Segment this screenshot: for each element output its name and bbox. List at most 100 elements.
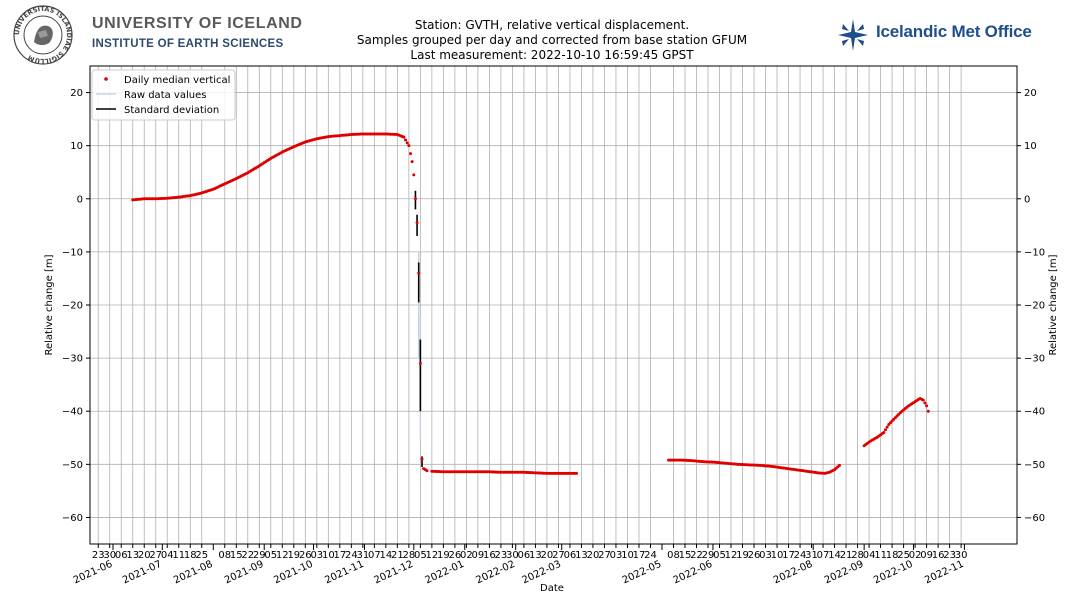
y-tick-label-left: −20 — [62, 301, 83, 312]
x-day-tick-label: 20 — [138, 550, 151, 561]
y-axis-right: 20 10 0 −10 −20 −30 −40 −50 −60 — [1017, 88, 1045, 524]
median-point — [882, 430, 886, 434]
x-day-tick-label: 22 — [241, 550, 254, 561]
x-day-tick-label: 08 — [218, 550, 231, 561]
y-tick-label-right: −50 — [1024, 460, 1045, 471]
median-point — [926, 409, 930, 413]
x-day-tick-label: 15 — [679, 550, 692, 561]
x-day-tick-label: 28 — [402, 550, 415, 561]
x-day-tick-label: 26 — [748, 550, 761, 561]
x-day-tick-label: 20 — [587, 550, 600, 561]
legend-entry-std: Standard deviation — [124, 105, 219, 116]
y-tick-label-left: 10 — [70, 141, 83, 152]
median-point — [921, 398, 925, 402]
x-day-tick-label: 11 — [874, 550, 887, 561]
y-tick-label-right: −10 — [1024, 247, 1045, 258]
x-day-tick-label: 26 — [449, 550, 462, 561]
x-day-tick-label: 16 — [932, 550, 945, 561]
y-tick-label-left: −60 — [62, 513, 83, 524]
y-axis-left: 20 10 0 −10 −20 −30 −40 −50 −60 — [62, 88, 90, 524]
median-point — [837, 463, 841, 467]
legend-entry-raw: Raw data values — [124, 90, 206, 101]
x-day-tick-label: 15 — [230, 550, 243, 561]
x-day-tick-label: 21 — [391, 550, 404, 561]
median-point — [412, 173, 416, 177]
x-day-tick-label: 30 — [955, 550, 968, 561]
x-axis-label: Date — [540, 583, 564, 594]
x-day-tick-label: 05 — [414, 550, 427, 561]
x-day-tick-label: 17 — [333, 550, 346, 561]
y-axis-label-right: Relative change [m] — [1048, 254, 1059, 355]
median-point — [885, 425, 889, 429]
x-month-tick-label: 2022-11 — [923, 559, 966, 587]
x-month-tick-label: 2021-11 — [323, 559, 366, 587]
x-day-tick-label: 07 — [368, 550, 381, 561]
x-day-tick-label: 03 — [759, 550, 772, 561]
median-point — [413, 197, 417, 201]
x-day-tick-label: 10 — [621, 550, 634, 561]
legend-box — [91, 69, 236, 121]
y-tick-label-left: −50 — [62, 460, 83, 471]
y-tick-label-right: −30 — [1024, 354, 1045, 365]
x-day-tick-label: 06 — [518, 550, 531, 561]
median-point — [409, 152, 413, 156]
x-day-tick-label: 17 — [782, 550, 795, 561]
x-day-tick-label: 27 — [552, 550, 565, 561]
x-month-tick-label: 2022-10 — [872, 559, 915, 587]
x-day-tick-label: 24 — [345, 550, 358, 561]
x-month-tick-label: 2022-09 — [823, 559, 866, 587]
y-tick-label-right: 20 — [1024, 88, 1037, 99]
x-day-tick-label: 27 — [598, 550, 611, 561]
x-day-tick-label: 25 — [195, 550, 208, 561]
median-point — [925, 404, 929, 408]
title-line-samples: Samples grouped per day and corrected fr… — [356, 33, 748, 47]
x-day-tick-label: 09 — [920, 550, 933, 561]
x-day-tick-label: 19 — [437, 550, 450, 561]
x-day-tick-label: 04 — [863, 550, 876, 561]
x-day-tick-label: 10 — [322, 550, 335, 561]
met-office-name: Icelandic Met Office — [876, 22, 1032, 41]
x-day-tick-label: 13 — [575, 550, 588, 561]
x-day-tick-label: 02 — [460, 550, 473, 561]
x-month-tick-label: 2022-05 — [621, 559, 664, 587]
x-day-tick-label: 21 — [840, 550, 853, 561]
y-tick-label-right: −40 — [1024, 407, 1045, 418]
x-day-tick-label: 12 — [725, 550, 738, 561]
x-day-tick-label: 31 — [356, 550, 369, 561]
legend: Daily median vertical Raw data values St… — [91, 69, 236, 121]
x-day-tick-label: 03 — [610, 550, 623, 561]
x-day-tick-label: 27 — [149, 550, 162, 561]
median-point — [404, 138, 408, 142]
median-point — [417, 271, 421, 275]
median-point — [884, 428, 888, 432]
chart-title: Station: GVTH, relative vertical displac… — [300, 18, 804, 63]
legend-marker-median — [104, 77, 108, 81]
title-line-last-measurement: Last measurement: 2022-10-10 16:59:45 GP… — [410, 48, 694, 62]
x-day-tick-label: 04 — [161, 550, 174, 561]
x-day-tick-label: 02 — [909, 550, 922, 561]
x-day-tick-label: 14 — [379, 550, 392, 561]
x-day-tick-label: 05 — [713, 550, 726, 561]
x-day-tick-label: 08 — [667, 550, 680, 561]
x-day-tick-label: 26 — [299, 550, 312, 561]
x-day-tick-label: 18 — [184, 550, 197, 561]
x-day-tick-label: 25 — [897, 550, 910, 561]
x-day-tick-label: 31 — [805, 550, 818, 561]
x-day-tick-label: 09 — [472, 550, 485, 561]
y-tick-label-left: 20 — [70, 88, 83, 99]
x-day-tick-label: 12 — [426, 550, 439, 561]
y-tick-label-left: 0 — [77, 194, 83, 205]
x-day-tick-label: 23 — [943, 550, 956, 561]
y-tick-label-right: 0 — [1024, 194, 1030, 205]
y-tick-label-left: −40 — [62, 407, 83, 418]
median-point — [418, 361, 422, 365]
median-point — [402, 135, 406, 139]
x-day-tick-label: 06 — [564, 550, 577, 561]
x-day-tick-label: 24 — [794, 550, 807, 561]
y-axis-label-left: Relative change [m] — [44, 254, 55, 355]
x-day-tick-label: 19 — [736, 550, 749, 561]
x-day-tick-label: 29 — [253, 550, 266, 561]
x-month-tick-label: 2021-09 — [223, 559, 266, 587]
x-day-tick-label: 17 — [633, 550, 646, 561]
